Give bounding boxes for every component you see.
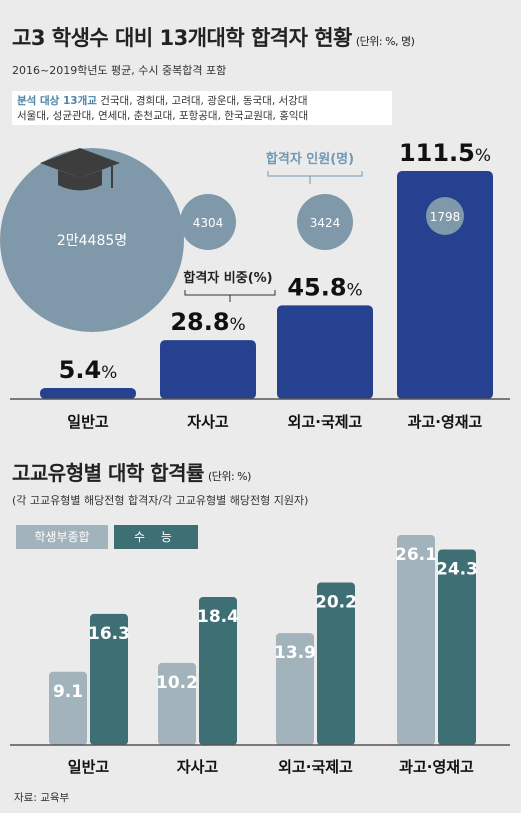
circle-count bbox=[426, 197, 464, 235]
category-label: 일반고 bbox=[67, 413, 109, 431]
unit-text: (단위: %, 명) bbox=[355, 35, 415, 48]
bar-value-label: 28.8% bbox=[170, 308, 245, 336]
bar-suneung bbox=[90, 613, 128, 745]
bottom-title-text: 고교유형별 대학 합격률 bbox=[12, 461, 204, 485]
analysis-target-box: 분석 대상 13개교 건국대, 경희대, 고려대, 광운대, 동국대, 서강대 … bbox=[12, 91, 392, 125]
annotation-bracket bbox=[184, 290, 276, 302]
annotation-pass-count: 합격자 인원(명) bbox=[266, 151, 354, 167]
chart-subtitle: 2016~2019학년도 평균, 수시 중복합격 포함 bbox=[12, 64, 227, 77]
bar-value-label: 10.2 bbox=[156, 673, 198, 693]
bar-value-label: 16.3 bbox=[88, 624, 130, 644]
circle-count-label: 3424 bbox=[310, 216, 341, 230]
bottom-unit-text: (단위: %) bbox=[207, 470, 251, 483]
analysis-list-2: 서울대, 성균관대, 연세대, 춘천교대, 포항공대, 한국교원대, 홍익대 bbox=[17, 110, 309, 122]
bar-value-label: 13.9 bbox=[274, 643, 316, 663]
circle-count bbox=[297, 194, 353, 250]
bar-suneung bbox=[199, 596, 237, 745]
category-label: 과고·영재고 bbox=[399, 758, 474, 776]
bar-value-label: 5.4% bbox=[59, 356, 118, 384]
bar-susi bbox=[158, 662, 196, 745]
title-text: 고3 학생수 대비 13개대학 합격자 현황 bbox=[12, 26, 352, 50]
circle-count-label: 2만4485명 bbox=[57, 233, 127, 249]
circle-count bbox=[180, 194, 236, 250]
circle-count-label: 1798 bbox=[430, 210, 461, 224]
bar-value-label: 9.1 bbox=[53, 682, 83, 702]
bar-top bbox=[397, 171, 493, 399]
bar-value-label: 26.1 bbox=[395, 545, 437, 565]
bar-top bbox=[40, 387, 136, 399]
chart-bottom-subtitle: (각 고교유형별 해당전형 합격자/각 고교유형별 해당전형 지원자) bbox=[12, 494, 309, 507]
bar-value-label: 111.5% bbox=[399, 139, 491, 167]
category-label: 일반고 bbox=[68, 758, 110, 776]
chart-title: 고3 학생수 대비 13개대학 합격자 현황 (단위: %, 명) bbox=[12, 22, 415, 52]
bar-suneung bbox=[317, 582, 355, 745]
bar-value-label: 20.2 bbox=[315, 592, 357, 612]
bar-top bbox=[277, 305, 373, 399]
bar-susi bbox=[276, 633, 314, 745]
category-label: 자사고 bbox=[187, 413, 229, 431]
bar-value-label: 18.4 bbox=[197, 607, 239, 627]
category-label: 과고·영재고 bbox=[408, 413, 483, 431]
graduation-cap-icon bbox=[40, 148, 120, 178]
bar-top bbox=[160, 340, 256, 399]
bar-susi bbox=[397, 535, 435, 745]
analysis-label: 분석 대상 13개교 bbox=[17, 95, 97, 107]
circle-count-label: 4304 bbox=[193, 216, 224, 230]
bar-suneung bbox=[438, 549, 476, 745]
circle-general bbox=[0, 148, 184, 332]
category-label: 외고·국제고 bbox=[278, 758, 353, 776]
graduation-cap-base bbox=[58, 170, 102, 191]
bar-susi bbox=[49, 671, 87, 745]
bar-value-label: 24.3 bbox=[436, 559, 478, 579]
category-label: 외고·국제고 bbox=[288, 413, 363, 431]
legend-susi: 학생부종합 bbox=[16, 525, 108, 549]
legend-suneung: 수 능 bbox=[114, 525, 198, 549]
category-label: 자사고 bbox=[177, 758, 219, 776]
analysis-list-1: 건국대, 경희대, 고려대, 광운대, 동국대, 서강대 bbox=[100, 95, 308, 107]
chart-bottom-title: 고교유형별 대학 합격률 (단위: %) bbox=[12, 457, 251, 486]
annotation-bracket bbox=[267, 171, 363, 184]
source-text: 자료: 교육부 bbox=[14, 792, 70, 804]
annotation-pass-ratio: 합격자 비중(%) bbox=[183, 270, 272, 286]
bar-value-label: 45.8% bbox=[287, 273, 362, 301]
